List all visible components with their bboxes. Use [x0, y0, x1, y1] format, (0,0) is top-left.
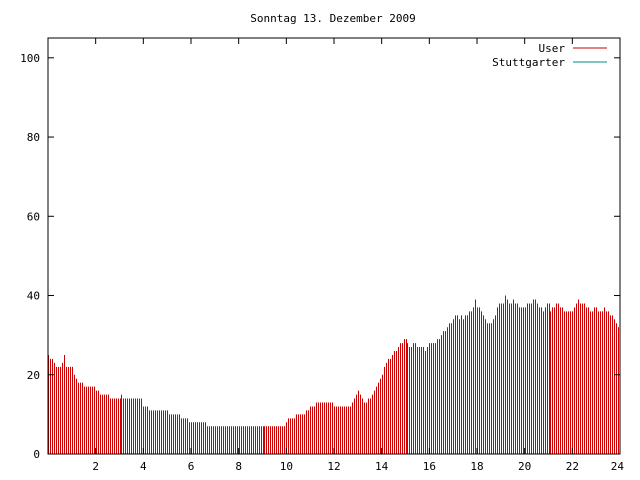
x-tick-label: 22	[566, 460, 579, 473]
x-axis: 2 4 6 8 10 12 14 16 18 20 22 24	[92, 38, 624, 473]
x-tick-label: 8	[235, 460, 242, 473]
x-tick-label: 6	[188, 460, 195, 473]
x-tick-label: 18	[470, 460, 483, 473]
y-tick-label: 40	[27, 290, 40, 303]
x-tick-label: 14	[375, 460, 389, 473]
series-user-bars	[48, 295, 619, 454]
x-tick-label: 12	[327, 460, 340, 473]
y-tick-label: 100	[20, 52, 40, 65]
chart-title: Sonntag 13. Dezember 2009	[250, 12, 416, 25]
x-tick-label: 20	[518, 460, 531, 473]
y-tick-label: 60	[27, 210, 40, 223]
legend-label-user: User	[539, 42, 566, 55]
y-tick-label: 0	[33, 448, 40, 461]
plot-frame	[47, 37, 621, 455]
y-tick-label: 20	[27, 369, 40, 382]
y-axis: 0 20 40 60 80 100	[20, 52, 620, 461]
y-tick-label: 80	[27, 131, 40, 144]
x-tick-label: 2	[92, 460, 99, 473]
legend: User Stuttgarter	[492, 42, 607, 69]
x-tick-label: 16	[423, 460, 436, 473]
x-tick-label: 10	[280, 460, 293, 473]
legend-label-stuttgarter: Stuttgarter	[492, 56, 565, 69]
x-tick-label: 24	[611, 460, 625, 473]
x-tick-label: 4	[140, 460, 147, 473]
